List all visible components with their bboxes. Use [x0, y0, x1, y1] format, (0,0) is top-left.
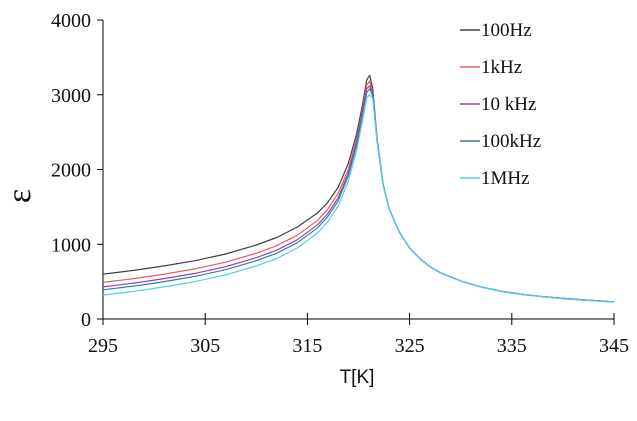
series-line-100khz: [102, 88, 615, 303]
x-tick-label: 325: [395, 335, 425, 357]
y-tick-label: 4000: [51, 10, 91, 32]
series-line-1khz: [102, 80, 615, 303]
y-tick-label: 1000: [51, 234, 91, 256]
x-tick-label: 305: [190, 335, 220, 357]
x-tick-label: 295: [88, 335, 118, 357]
ticks: 0 1000 2000 3000 4000 295 305 315 325 335 345: [51, 10, 629, 357]
legend-label: 100Hz: [481, 20, 532, 41]
y-tick-label: 3000: [51, 85, 91, 107]
legend-label: 1MHz: [481, 168, 530, 189]
x-axis-title: T[K]: [340, 367, 375, 388]
x-tick-label: 345: [599, 335, 629, 357]
series-lines: [102, 74, 615, 303]
legend-label: 10 kHz: [481, 94, 536, 115]
y-tick-label: 2000: [51, 160, 91, 182]
legend-label: 100kHz: [481, 131, 541, 152]
axes: [102, 20, 614, 320]
x-tick-label: 335: [497, 335, 527, 357]
legend: 100Hz 1kHz 10 kHz 100kHz 1MHz: [460, 20, 541, 189]
legend-label: 1kHz: [481, 57, 522, 78]
series-line-100hz: [102, 74, 615, 303]
y-axis-title: ε: [1, 189, 38, 203]
y-tick-label: 0: [81, 309, 91, 331]
series-line-1mhz: [102, 94, 615, 303]
series-line-10khz: [102, 85, 615, 303]
x-tick-label: 315: [292, 335, 322, 357]
